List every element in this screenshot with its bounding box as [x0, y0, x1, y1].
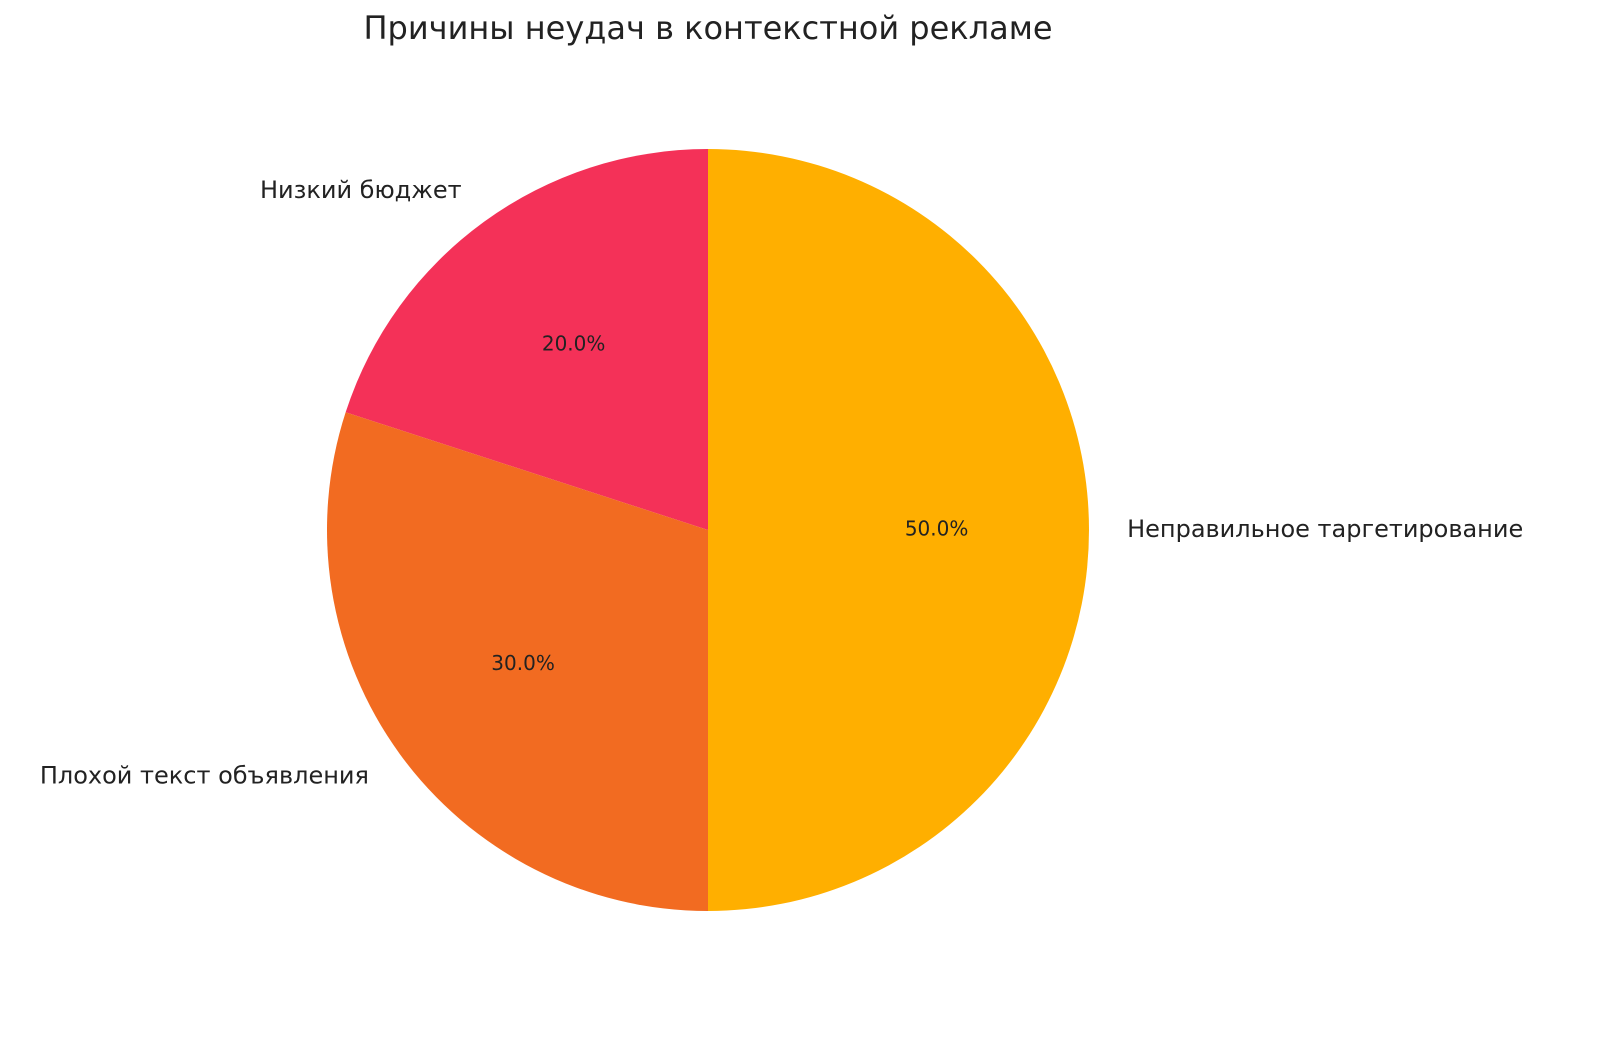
- pie-slice: [708, 149, 1089, 911]
- pie-slice: [326, 412, 708, 911]
- slice-label: Низкий бюджет: [260, 176, 462, 204]
- slice-label: Плохой текст объявления: [40, 761, 369, 789]
- value-label: 30.0%: [491, 651, 555, 675]
- value-label: 20.0%: [542, 332, 606, 356]
- chart-title: Причины неудач в контекстной рекламе: [363, 9, 1052, 47]
- value-label: 50.0%: [905, 517, 969, 541]
- pie-slice: [345, 149, 708, 530]
- slice-label: Неправильное таргетирование: [1127, 515, 1523, 543]
